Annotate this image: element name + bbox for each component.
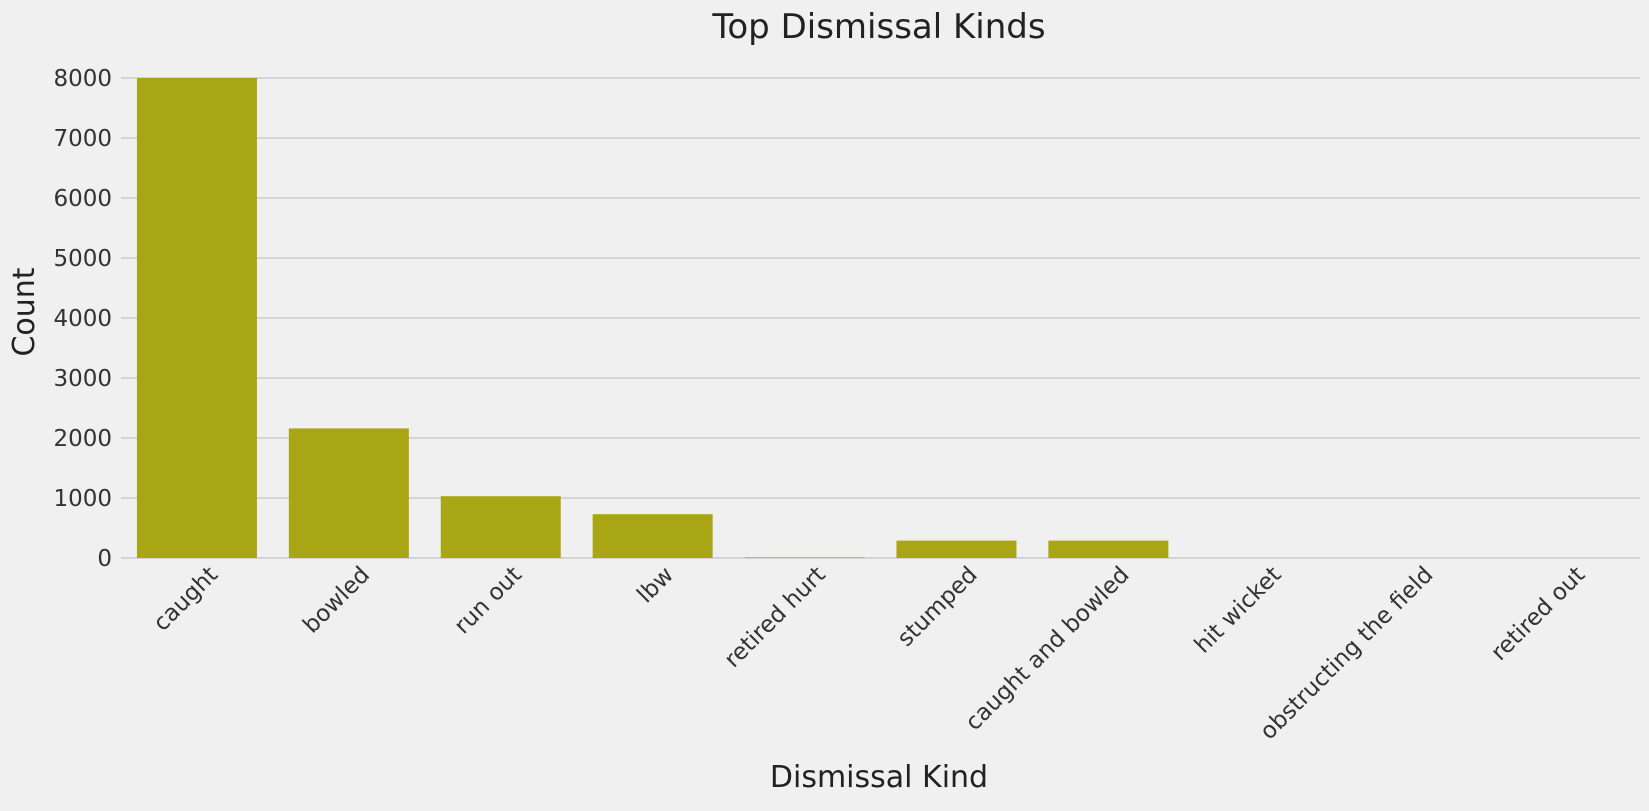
x-tick-label: stumped [893, 562, 983, 652]
bar-stumped [896, 540, 1017, 558]
y-tick-label: 5000 [53, 246, 112, 272]
x-tick-label: caught and bowled [961, 562, 1135, 736]
x-tick-label: bowled [298, 562, 375, 639]
y-tick-labels: 0 1000 2000 3000 4000 5000 6000 7000 8000 [53, 66, 112, 572]
y-axis-label: Count [7, 267, 42, 356]
bar-caught-and-bowled [1048, 540, 1169, 558]
x-tick-label: hit wicket [1190, 562, 1287, 659]
y-tick-label: 3000 [53, 366, 112, 392]
y-tick-label: 0 [97, 546, 112, 572]
y-tick-label: 6000 [53, 186, 112, 212]
x-tick-label: retired hurt [720, 562, 831, 673]
y-tick-label: 1000 [53, 486, 112, 512]
x-tick-label: run out [449, 562, 526, 639]
y-tick-label: 2000 [53, 426, 112, 452]
bar-caught [136, 78, 257, 558]
x-tick-labels: caught bowled run out lbw retired hurt stumpe… [149, 562, 1591, 745]
y-tick-label: 8000 [53, 66, 112, 92]
bar-bowled [288, 428, 409, 558]
y-tick-label: 4000 [53, 306, 112, 332]
bar-lbw [592, 514, 713, 558]
x-tick-label: lbw [632, 562, 679, 609]
x-axis-label: Dismissal Kind [770, 760, 988, 795]
y-tick-label: 7000 [53, 126, 112, 152]
chart-title: Top Dismissal Kinds [711, 7, 1045, 47]
x-tick-label: caught [149, 562, 224, 637]
bars [136, 78, 1169, 558]
x-tick-label: obstructing the field [1255, 562, 1438, 745]
bar-run-out [440, 496, 561, 558]
x-tick-label: retired out [1486, 562, 1590, 666]
bar-retired-hurt [744, 557, 865, 558]
